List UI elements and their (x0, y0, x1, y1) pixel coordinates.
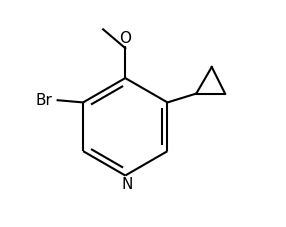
Text: Br: Br (35, 93, 52, 108)
Text: N: N (122, 177, 133, 192)
Text: O: O (119, 31, 131, 46)
